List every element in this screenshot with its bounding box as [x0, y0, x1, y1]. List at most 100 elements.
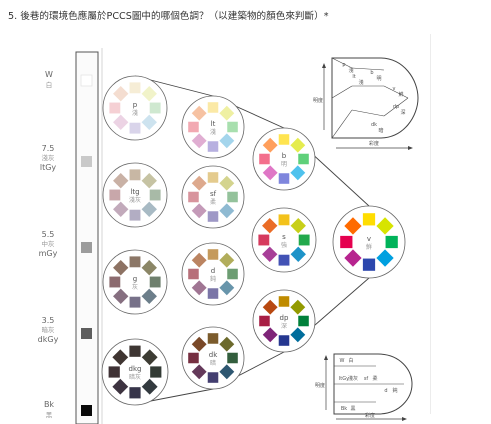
hue-swatch: [191, 203, 207, 219]
hue-swatch: [188, 352, 199, 364]
legend-bottom-outline: [333, 353, 413, 415]
gray-value-label: 3.5: [42, 316, 55, 325]
legend-bottom-item-Bk: Bk 黑: [341, 406, 356, 412]
hue-swatch: [191, 133, 207, 149]
legend-top-item-code: b: [370, 70, 373, 76]
hue-swatch: [362, 258, 376, 271]
tone-name-label: 灰: [132, 283, 138, 291]
hue-swatch: [290, 327, 306, 343]
hue-swatch: [141, 378, 158, 395]
tone-code-label: dp: [280, 314, 289, 322]
legend-bottom-item-name: 柔: [372, 375, 377, 382]
hue-swatch: [129, 345, 141, 357]
hue-swatch: [207, 211, 219, 222]
tone-name-label: 明: [281, 161, 287, 168]
hue-swatch: [278, 254, 290, 266]
legend-top-item-lt: lt淺: [352, 74, 363, 86]
hue-swatch: [109, 102, 121, 114]
tone-code-label: lt: [211, 120, 216, 128]
question-text: 5. 後巷的環境色應屬於PCCS圖中的哪個色調？（以建築物的顏色來判斷）*: [8, 11, 329, 22]
hue-swatch: [376, 249, 394, 267]
hue-swatch: [108, 366, 120, 378]
tone-code-label: sf: [210, 190, 217, 198]
gray-name-label: 黑: [46, 411, 53, 419]
hue-swatch: [109, 276, 121, 288]
tone-code-label: dk: [209, 351, 218, 359]
legend-bottom-axis-v-label: 明度: [315, 382, 325, 389]
gray-swatch: [81, 405, 92, 416]
hue-swatch: [141, 260, 157, 276]
gray-code-label: W: [45, 70, 53, 79]
hue-swatch: [385, 235, 398, 249]
hue-swatch: [207, 288, 219, 299]
legend-top-item-dk: dk暗: [371, 122, 384, 134]
hue-swatch: [290, 246, 306, 262]
hue-swatch: [141, 201, 157, 217]
hue-swatch: [141, 173, 157, 189]
hue-swatch: [141, 86, 157, 102]
hue-swatch: [207, 249, 219, 260]
legend-top-item-v: v鮮: [393, 86, 404, 98]
hue-swatch: [278, 335, 290, 346]
tone-name-label: 柔: [210, 198, 216, 206]
legend-top-axis-h-label: 彩度: [369, 140, 379, 147]
hue-swatch: [258, 234, 270, 246]
tone-code-label: d: [211, 267, 215, 275]
tone-wheel-dk: dk暗: [181, 326, 245, 390]
hue-swatch: [191, 252, 207, 268]
hue-swatch: [150, 366, 162, 378]
tone-wheel-dp: dp深: [252, 289, 316, 353]
hue-swatch: [298, 315, 309, 327]
hue-swatch: [207, 172, 219, 183]
hue-swatch: [290, 299, 306, 315]
legend-top-item-code: lt: [352, 74, 355, 80]
hue-swatch: [219, 133, 235, 149]
hue-swatch: [129, 169, 141, 181]
legend-top-item-name: 暗: [378, 127, 383, 134]
legend-bottom-item-code: sf: [364, 376, 369, 382]
hue-swatch: [113, 173, 129, 189]
legend-top-item-code: v: [393, 86, 396, 92]
hue-swatch: [149, 189, 161, 201]
legend-top-item-code: p: [342, 62, 345, 68]
hue-swatch: [207, 102, 219, 113]
hue-swatch: [290, 137, 306, 153]
hue-swatch: [188, 121, 199, 133]
legend-bottom-item-code: Bk: [341, 406, 347, 412]
tone-name-label: 鈍: [210, 275, 216, 283]
hue-swatch: [191, 105, 207, 121]
hue-swatch: [188, 268, 199, 280]
legend-top-item-code: dp: [393, 104, 399, 110]
gray-step: W白: [45, 70, 93, 89]
gray-swatch: [80, 74, 93, 87]
legend-top-item-name: 淺: [348, 67, 353, 74]
hue-swatch: [219, 364, 235, 380]
hue-swatch: [262, 165, 278, 181]
gray-step: Bk 黑: [44, 400, 92, 419]
hue-swatch: [227, 268, 238, 280]
legend-bottom-item-code: W: [340, 358, 345, 364]
tone-wheel-b: b明: [252, 127, 316, 191]
gray-value-label: 7.5: [42, 144, 55, 153]
gray-code-label: ltGy: [40, 163, 57, 172]
legend-top-item-name: 明: [376, 76, 381, 82]
connector-lines: [134, 75, 370, 405]
tone-code-label: s: [282, 233, 286, 241]
hue-swatch: [141, 288, 157, 304]
tone-code-label: b: [282, 152, 287, 160]
hue-swatch: [207, 141, 219, 152]
legend-top-item-name: 深: [400, 109, 405, 116]
legend-top-axis-v-label: 明度: [313, 97, 323, 104]
hue-swatch: [219, 175, 235, 191]
hue-swatch: [207, 372, 219, 383]
hue-swatch: [290, 218, 306, 234]
